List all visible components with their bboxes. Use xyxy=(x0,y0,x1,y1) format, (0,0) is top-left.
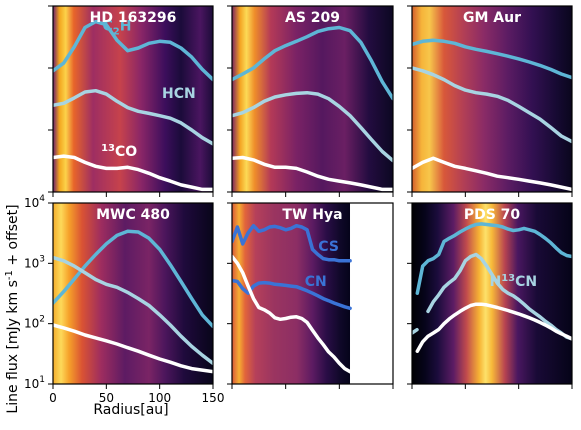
panel-frame xyxy=(411,5,573,193)
series-group xyxy=(232,223,352,374)
annotation-label: HCN xyxy=(162,86,196,102)
series-line-1 xyxy=(232,25,393,101)
annotation-label: CN xyxy=(305,274,327,290)
panel-frame xyxy=(52,5,214,193)
panel-frame xyxy=(231,202,394,385)
panel-title: AS 209 xyxy=(285,10,340,26)
y-tick-label: 103 xyxy=(24,254,45,270)
panel-frame xyxy=(411,202,573,385)
y-tick-label: 104 xyxy=(24,194,45,210)
panel-title: TW Hya xyxy=(282,207,342,223)
series-line-3 xyxy=(53,323,213,374)
panel-title: GM Aur xyxy=(463,10,521,26)
series-line-2 xyxy=(232,278,352,311)
annotation-label: H13CN xyxy=(490,273,538,290)
x-tick-label: 100 xyxy=(148,391,171,405)
annotation-label: 13CO xyxy=(101,143,137,160)
series-group xyxy=(232,25,393,192)
y-tick-label: 102 xyxy=(24,315,45,331)
panel-pds70: H13CN PDS 70 xyxy=(407,202,573,389)
series-line-3 xyxy=(232,155,393,192)
panel-hd163296: C2H HCN 13CO HD 163296 xyxy=(48,5,214,197)
panel-twhya: CS CN TW Hya xyxy=(227,202,394,389)
series-line-1 xyxy=(53,229,213,329)
panel-gmaur: GM Aur xyxy=(407,5,573,197)
series-line-3 xyxy=(412,156,572,192)
panel-background xyxy=(412,203,572,384)
series-line-3 xyxy=(412,327,420,335)
series-group xyxy=(53,19,213,192)
series-line-3 xyxy=(232,254,352,374)
series-group xyxy=(53,229,213,374)
series-line-2 xyxy=(232,90,393,163)
y-axis-label: Line flux [mJy km s-1 + offset] xyxy=(4,204,21,413)
panel-frame xyxy=(52,202,214,385)
x-tick-label: 50 xyxy=(99,391,114,405)
panel-blank-area xyxy=(350,203,393,384)
panel-title: MWC 480 xyxy=(96,207,170,223)
series-line-4 xyxy=(415,302,572,353)
series-line-1 xyxy=(232,223,352,263)
series-line-1 xyxy=(415,222,572,295)
y-tick-label: 101 xyxy=(24,375,45,391)
panel-background xyxy=(412,6,572,192)
panel-as209: AS 209 xyxy=(227,5,394,197)
series-line-2 xyxy=(53,255,213,366)
series-line-3 xyxy=(53,154,213,192)
series-line-2 xyxy=(412,66,572,144)
series-line-2 xyxy=(426,252,572,341)
panel-frame xyxy=(231,5,394,193)
annotation-label: CS xyxy=(318,239,339,255)
annotation-label: C2H xyxy=(103,19,132,38)
panel-title: HD 163296 xyxy=(90,10,177,26)
series-line-1 xyxy=(412,38,572,80)
series-group xyxy=(412,38,572,192)
series-line-2 xyxy=(53,88,213,146)
panels-layer: C2H HCN 13CO HD 163296 AS 209 GM Aur MWC 480 CS… xyxy=(48,5,573,389)
panel-mwc480: MWC 480 xyxy=(48,202,214,389)
series-group xyxy=(412,222,572,353)
x-tick-label: 150 xyxy=(202,391,225,405)
x-axis-label: Radius[au] xyxy=(93,402,168,418)
panel-title: PDS 70 xyxy=(464,207,521,223)
x-tick-label: 0 xyxy=(49,391,57,405)
series-line-1 xyxy=(53,19,213,82)
